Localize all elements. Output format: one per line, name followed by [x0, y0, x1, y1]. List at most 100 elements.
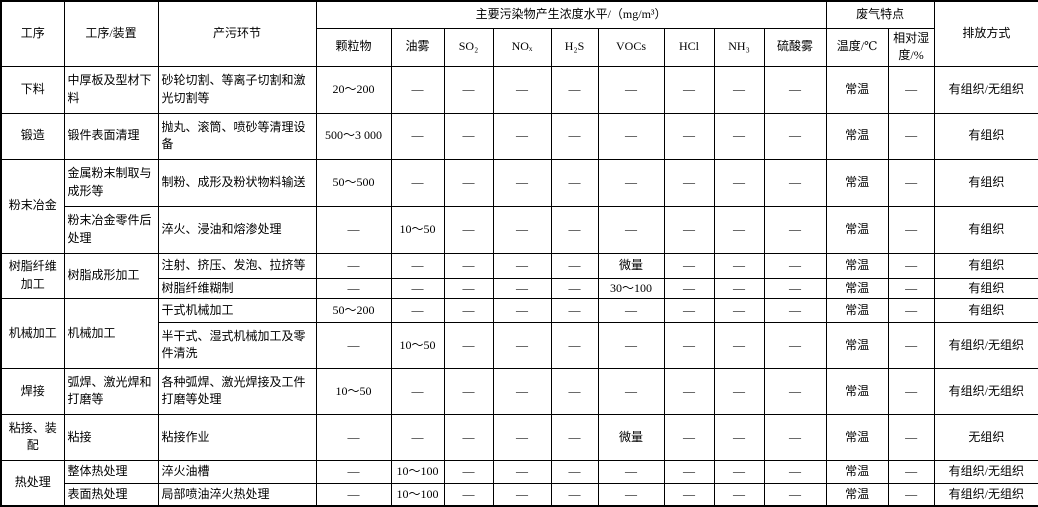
cell-pollutant-value: — [492, 413, 552, 461]
cell-emission-mode: 有组织 [933, 205, 1038, 254]
cell-pollutant-value: — [550, 413, 599, 461]
cell-step: 淬火、浸油和熔渗处理 [157, 205, 317, 254]
cell-process: 锻造 [0, 112, 65, 160]
cell-pollutant-value: — [390, 252, 445, 279]
cell-pollutant-value: — [390, 158, 445, 207]
cell-pollutant-value: — [763, 205, 827, 254]
cell-step: 抛丸、滚筒、喷砂等清理设备 [157, 112, 317, 160]
cell-pollutant-value: — [492, 459, 552, 484]
cell-pollutant-value: — [550, 277, 599, 299]
cell-pollutant-value: — [597, 482, 665, 507]
cell-emission-mode: 有组织/无组织 [933, 321, 1038, 369]
cell-humidity: — [887, 482, 935, 507]
col-header-so2: SO₂ [443, 27, 494, 67]
cell-pollutant-value: — [763, 65, 827, 114]
cell-pollutant-value: — [492, 367, 552, 415]
table-row: 粉末冶金零件后处理 淬火、浸油和熔渗处理 —10～50— — — — — — — 常温 — 有组织 [1, 205, 1038, 254]
cell-device: 锻件表面清理 [63, 112, 159, 160]
cell-device: 树脂成形加工 [63, 252, 159, 299]
col-header-process: 工序 [0, 0, 65, 67]
table-row: 机械加工 机械加工 干式机械加工 50～200— — — — — — — — 常温 — 有组织 [0, 297, 1038, 369]
table-row: 锻造 锻件表面清理 抛丸、滚筒、喷砂等清理设备 500～3 000— — — — — — — — 常温… [0, 112, 1038, 160]
cell-pollutant-value: — [763, 252, 827, 279]
cell-humidity: — [887, 277, 935, 299]
cell-temperature: 常温 [825, 297, 889, 323]
col-header-particulate: 颗粒物 [315, 27, 392, 67]
cell-device: 粉末冶金零件后处理 [63, 205, 159, 254]
cell-pollutant-value: — [713, 367, 765, 415]
cell-pollutant-value: — [663, 112, 715, 160]
cell-temperature: 常温 [825, 65, 889, 114]
cell-pollutant-value: — [550, 297, 599, 323]
cell-humidity: — [887, 321, 935, 369]
cell-step: 干式机械加工 [157, 297, 317, 323]
cell-pollutant-value: — [550, 367, 599, 415]
cell-process: 机械加工 [0, 297, 65, 369]
col-header-vocs: VOCs [597, 27, 665, 67]
cell-step: 各种弧焊、激光焊接及工件打磨等处理 [157, 367, 317, 415]
cell-pollutant-value: — [663, 158, 715, 207]
cell-pollutant-value: — [390, 277, 445, 299]
cell-pollutant-value: — [663, 413, 715, 461]
cell-pollutant-value: — [443, 277, 494, 299]
cell-humidity: — [887, 65, 935, 114]
cell-pollutant-value: — [443, 297, 494, 323]
cell-pollutant-value: — [315, 459, 392, 484]
cell-pollutant-value: — [550, 482, 599, 507]
cell-temperature: 常温 [825, 413, 889, 461]
cell-step: 粘接作业 [157, 413, 317, 461]
cell-process: 树脂纤维加工 [0, 252, 65, 299]
cell-pollutant-value: — [663, 482, 715, 507]
cell-device: 弧焊、激光焊和打磨等 [63, 367, 159, 415]
col-header-nox: NOₓ [492, 27, 552, 67]
header-row-groups: 工序 工序/装置 产污环节 主要污染物产生浓度水平/（mg/m³） 废气特点 排… [0, 0, 1038, 67]
cell-pollutant-value: — [597, 65, 665, 114]
cell-pollutant-value: — [763, 367, 827, 415]
cell-step: 制粉、成形及粉状物料输送 [157, 158, 317, 207]
cell-pollutant-value: — [390, 112, 445, 160]
cell-pollutant-value: — [713, 158, 765, 207]
col-header-device: 工序/装置 [63, 0, 159, 67]
cell-pollutant-value: — [550, 252, 599, 279]
cell-emission-mode: 无组织 [933, 413, 1038, 461]
cell-pollutant-value: — [713, 205, 765, 254]
cell-emission-mode: 有组织/无组织 [933, 367, 1038, 415]
cell-pollutant-value: — [663, 205, 715, 254]
cell-pollutant-value: 10～50 [390, 205, 445, 254]
cell-temperature: 常温 [825, 112, 889, 160]
table-header: 工序 工序/装置 产污环节 主要污染物产生浓度水平/（mg/m³） 废气特点 排… [0, 0, 1038, 67]
cell-pollutant-value: — [597, 321, 665, 369]
cell-pollutant-value: — [550, 321, 599, 369]
cell-pollutant-value: — [597, 459, 665, 484]
cell-pollutant-value: — [550, 158, 599, 207]
cell-pollutant-value: — [492, 482, 552, 507]
cell-pollutant-value: — [315, 413, 392, 461]
cell-pollutant-value: — [763, 112, 827, 160]
cell-temperature: 常温 [825, 158, 889, 207]
cell-pollutant-value: — [492, 277, 552, 299]
cell-pollutant-value: — [443, 205, 494, 254]
table-row: 热处理 整体热处理 淬火油槽 —10～100— — — — — — — 常温 — 有组织/无组织 [0, 459, 1038, 507]
cell-pollutant-value: — [492, 65, 552, 114]
cell-humidity: — [887, 459, 935, 484]
cell-device: 机械加工 [63, 297, 159, 369]
cell-pollutant-value: 微量 [597, 252, 665, 279]
cell-pollutant-value: — [390, 297, 445, 323]
col-header-sulfuric-mist: 硫酸雾 [763, 27, 827, 67]
cell-pollutant-value: — [713, 277, 765, 299]
cell-humidity: — [887, 158, 935, 207]
cell-pollutant-value: — [390, 413, 445, 461]
cell-device: 整体热处理 [63, 459, 159, 484]
cell-pollutant-value: — [443, 158, 494, 207]
cell-pollutant-value: 10～100 [390, 482, 445, 507]
cell-humidity: — [887, 297, 935, 323]
cell-pollutant-value: — [443, 367, 494, 415]
cell-pollutant-value: — [492, 158, 552, 207]
cell-humidity: — [887, 112, 935, 160]
cell-pollutant-value: — [443, 112, 494, 160]
cell-step: 注射、挤压、发泡、拉挤等 [157, 252, 317, 279]
cell-pollutant-value: — [492, 297, 552, 323]
cell-pollutant-value: — [390, 367, 445, 415]
cell-pollutant-value: 微量 [597, 413, 665, 461]
